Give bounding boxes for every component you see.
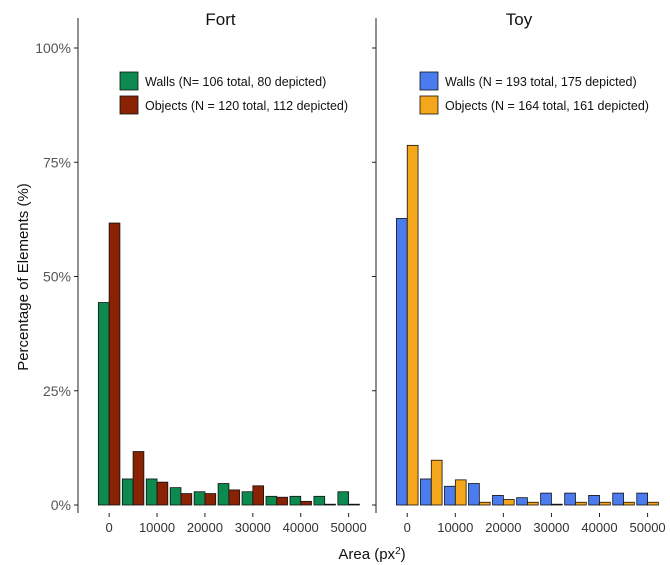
legend-label: Objects (N = 164 total, 161 depicted) [445,99,649,113]
x-tick-label: 30000 [235,520,271,535]
x-tick-label: 0 [404,520,411,535]
bar [551,503,563,506]
legend: Walls (N= 106 total, 80 depicted) Objects… [119,71,348,115]
bar [406,144,419,506]
bar [527,501,539,506]
bar [502,499,515,506]
panel-fort: Fort 0% 25% 50% 75% 100% 0 10000 20000 30000 40000… [35,10,367,535]
bar [337,491,350,506]
legend-swatch [119,95,139,115]
panel-title: Toy [506,10,533,29]
bar [588,495,600,506]
bar [108,222,121,506]
bar [575,501,587,506]
x-tick-label: 50000 [630,520,666,535]
bar [478,501,491,506]
panels-group: Fort 0% 25% 50% 75% 100% 0 10000 20000 30000 40000… [35,10,665,535]
bar [289,495,302,506]
bar [468,483,480,506]
legend-label: Objects (N = 120 total, 112 depicted) [145,99,348,113]
x-tick-label: 50000 [331,520,367,535]
legend-swatch [119,71,139,91]
bar [454,479,467,506]
bar [313,495,326,506]
series-objects [108,222,360,506]
bar [599,501,611,506]
bar [430,459,443,506]
bar [396,218,408,506]
y-tick-label: 75% [43,154,71,170]
bar [647,501,659,506]
bar [516,497,528,506]
legend-label: Walls (N = 193 total, 175 depicted) [445,75,637,89]
bar [636,492,648,506]
x-tick-label: 10000 [139,520,175,535]
bar [612,492,624,506]
bar [540,492,552,506]
bar [228,489,241,506]
bar [420,478,432,506]
bar [300,500,312,506]
x-axis-title: Area (px2) [338,546,405,564]
bar [276,496,288,506]
bar [132,451,145,506]
bar [121,478,134,506]
bar [252,485,265,506]
x-tick-label: 40000 [581,520,617,535]
legend: Walls (N = 193 total, 175 depicted) Objec… [419,71,649,115]
series-walls [396,218,648,506]
y-tick-label: 0% [51,497,71,513]
x-tick-label: 30000 [533,520,569,535]
bar [444,485,456,506]
bar [623,501,635,506]
legend-label: Walls (N= 106 total, 80 depicted) [145,75,326,89]
x-tick-label: 0 [106,520,113,535]
bar [97,302,110,506]
x-tick-label: 20000 [187,520,223,535]
y-axis-title: Percentage of Elements (%) [15,183,32,371]
x-tick-label: 20000 [485,520,521,535]
bar [217,483,230,506]
y-tick-label: 100% [35,40,71,56]
panel-title: Fort [205,10,236,29]
y-tick-label: 25% [43,383,71,399]
x-tick-label: 10000 [437,520,473,535]
bar [193,491,206,506]
legend-swatch [419,71,439,91]
bar [180,493,193,506]
bar [492,495,504,506]
bar [145,478,158,506]
x-tick-label: 40000 [283,520,319,535]
bar [169,487,182,506]
bar [265,495,278,506]
bar [241,491,254,506]
bar [156,481,169,506]
y-tick-label: 50% [43,269,71,285]
bar [564,492,576,506]
series-objects [406,144,659,506]
bar [348,503,360,506]
bar [324,503,336,506]
panel-toy: Toy 0 10000 20000 30000 40000 50000 Walls (N = … [372,10,666,535]
legend-swatch [419,95,439,115]
bar [204,493,217,506]
